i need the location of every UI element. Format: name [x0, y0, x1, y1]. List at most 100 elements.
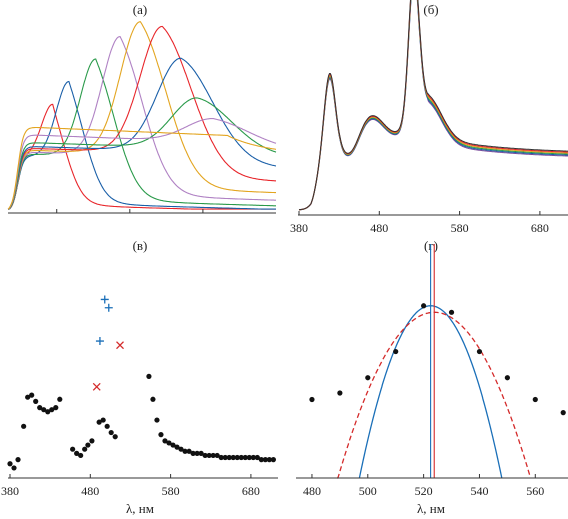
panel-c-dot-0-21	[104, 423, 110, 429]
panel-a-series-0	[8, 103, 276, 210]
panel-c-dot-0-36	[194, 450, 200, 456]
panel-c-dot-0-26	[154, 417, 160, 423]
panel-b: (б) 380 480 580 680	[290, 0, 568, 235]
panel-a-series-7	[8, 97, 277, 210]
panel-c-dot-0-0	[7, 461, 13, 467]
panel-c-dot-0-34	[186, 448, 192, 454]
panel-c-dot-0-24	[146, 373, 152, 379]
panel-c-dot-0-3	[21, 423, 27, 429]
panel-c-dot-0-23	[112, 434, 118, 440]
panel-c-dot-0-46	[234, 454, 240, 461]
panel-c-xlabel: λ, нм	[126, 501, 154, 516]
panel-c-dot-0-38	[202, 452, 208, 459]
panel-c-dot-0-50	[250, 454, 256, 461]
panel-b-series-2	[298, 0, 568, 211]
panel-d-dot-0-6	[476, 348, 483, 355]
panel-c-tick-label-580: 580	[162, 484, 180, 498]
panel-b-tick-label-680: 680	[531, 221, 549, 235]
panel-c-tick-label-680: 680	[242, 484, 260, 498]
panel-a-series-1	[8, 80, 276, 210]
panel-a-series-8	[7, 118, 277, 210]
panel-d-dot-0-2	[365, 375, 371, 381]
panel-c-dot-0-39	[206, 452, 212, 459]
panel-d-marks	[309, 244, 566, 479]
panel-c-dot-0-8	[41, 407, 47, 413]
panel-c-dot-0-28	[162, 438, 168, 444]
panel-a-series-9	[7, 126, 277, 210]
panel-c-dot-0-18	[89, 438, 95, 444]
panel-c-tick-label-480: 480	[81, 484, 99, 498]
panel-b-curves	[298, 0, 568, 211]
panel-a-series-6	[8, 57, 277, 210]
panel-c: (в) 380 480 580 680 λ, нм	[1, 238, 278, 516]
panel-c-dot-0-48	[242, 454, 248, 461]
panel-c-tick-label-380: 380	[1, 484, 19, 498]
panel-c-dot-0-15	[78, 452, 84, 459]
panel-d-tick-label-480: 480	[303, 484, 321, 498]
panel-a-series-5	[8, 25, 277, 210]
panel-c-dot-0-52	[258, 457, 264, 463]
panel-c-dot-0-5	[29, 392, 35, 398]
panel-a-label: (а)	[133, 2, 147, 17]
panel-c-cross-2-0	[92, 382, 101, 391]
panel-a-series-2	[8, 58, 276, 210]
panel-d-dot-0-8	[532, 396, 538, 403]
panel-b-tick-label-580: 580	[451, 221, 469, 235]
panel-c-dot-0-35	[190, 450, 196, 456]
panel-c-plus-1-1	[100, 295, 109, 304]
panel-a-series-3	[8, 36, 276, 210]
panel-a: (а)	[7, 2, 277, 214]
panel-c-dot-0-53	[262, 457, 268, 463]
panel-c-dot-0-4	[25, 394, 31, 400]
panel-c-plus-1-0	[95, 337, 104, 346]
panel-d-tick-label-520: 520	[415, 484, 433, 498]
panel-c-ticks: 380 480 580 680	[1, 474, 260, 498]
panel-c-dot-0-51	[254, 454, 260, 461]
panel-c-dot-0-22	[108, 429, 114, 436]
panel-c-dot-0-31	[174, 444, 180, 450]
panel-c-label: (в)	[133, 238, 148, 253]
panel-c-dot-0-10	[49, 407, 55, 413]
panel-b-ticks: 380 480 580 680	[290, 211, 549, 235]
panel-d-dot-0-3	[393, 348, 399, 355]
panel-b-label: (б)	[423, 2, 438, 17]
panel-a-series-4	[8, 21, 276, 210]
panel-d-dot-0-5	[448, 309, 455, 315]
panel-c-dot-0-29	[166, 440, 172, 446]
panel-d-dot-0-1	[337, 390, 343, 396]
panel-c-dot-0-44	[226, 454, 232, 461]
panel-d-xlabel: λ, нм	[417, 501, 445, 516]
panel-c-dot-0-27	[158, 432, 164, 438]
panel-d-ticks: 480 500 520 540 560	[303, 474, 544, 498]
panel-c-dot-0-9	[45, 409, 51, 415]
panel-c-dot-0-6	[33, 398, 39, 404]
panel-c-dot-0-37	[198, 450, 204, 456]
panel-d-tick-label-560: 560	[526, 484, 544, 498]
panel-c-dot-0-11	[53, 405, 59, 411]
panel-b-tick-label-380: 380	[290, 221, 308, 235]
panel-c-dot-0-49	[246, 454, 252, 461]
panel-c-dot-0-2	[15, 457, 21, 463]
panel-c-cross-2-1	[116, 341, 124, 350]
panel-d-fit-1	[337, 311, 531, 479]
panel-c-dot-0-41	[214, 452, 220, 459]
panel-c-dot-0-17	[85, 442, 91, 448]
panel-c-dot-0-54	[266, 457, 272, 463]
panel-a-ticks	[56, 209, 204, 213]
panel-c-dot-0-40	[210, 452, 216, 459]
panel-c-marks	[7, 295, 276, 471]
panel-d-tick-label-540: 540	[470, 484, 488, 498]
panel-c-dot-0-20	[100, 417, 106, 423]
panel-d-dot-0-9	[560, 410, 566, 416]
panel-d-dot-0-4	[421, 303, 427, 309]
panel-c-dot-0-13	[70, 446, 76, 452]
panel-c-dot-0-30	[170, 442, 176, 448]
panel-c-dot-0-7	[37, 405, 43, 411]
panel-b-tick-label-480: 480	[370, 221, 388, 235]
panel-c-dot-0-1	[11, 465, 17, 471]
panel-c-dot-0-25	[150, 396, 156, 402]
panel-d-tick-label-500: 500	[359, 484, 377, 498]
panel-d-dot-0-0	[309, 396, 315, 403]
